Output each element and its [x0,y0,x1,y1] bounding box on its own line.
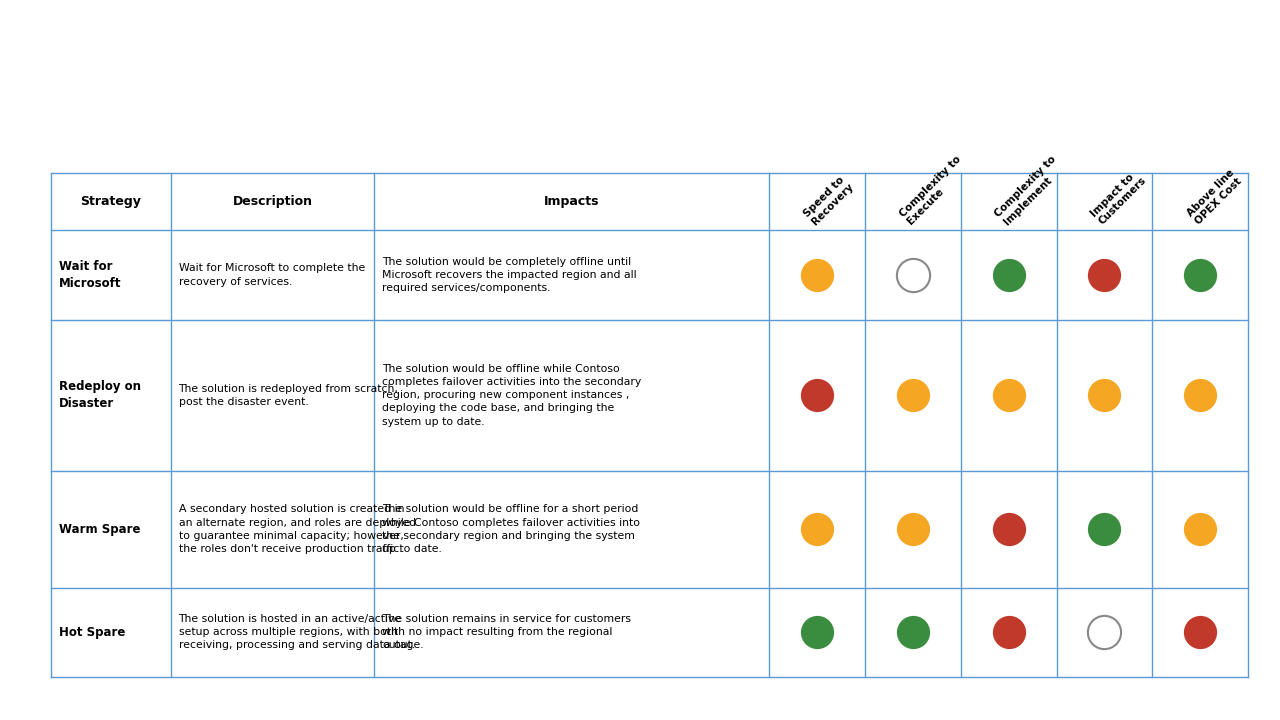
Text: Speed to
Recovery: Speed to Recovery [801,173,855,227]
Text: Above line
OPEX Cost: Above line OPEX Cost [1185,168,1244,227]
Text: The solution is hosted in an active/active
setup across multiple regions, with b: The solution is hosted in an active/acti… [179,614,415,650]
Text: The solution would be offline for a short period
while Contoso completes failove: The solution would be offline for a shor… [381,504,640,554]
Text: A secondary hosted solution is created in
an alternate region, and roles are dep: A secondary hosted solution is created i… [179,504,416,554]
Text: Hot Spare: Hot Spare [59,626,125,639]
Text: The solution would be offline while Contoso
completes failover activities into t: The solution would be offline while Cont… [381,364,641,427]
Text: Wait for Microsoft to complete the
recovery of services.: Wait for Microsoft to complete the recov… [179,264,365,287]
Text: The solution is redeployed from scratch,
post the disaster event.: The solution is redeployed from scratch,… [179,384,398,407]
Text: Impacts: Impacts [544,195,599,208]
Text: The solution would be completely offline until
Microsoft recovers the impacted r: The solution would be completely offline… [381,257,636,293]
Text: Redeploy on
Disaster: Redeploy on Disaster [59,380,141,410]
Text: Impact to
Customers: Impact to Customers [1089,167,1148,227]
Text: Complexity to
Implement: Complexity to Implement [993,153,1066,227]
Text: Strategy: Strategy [81,195,142,208]
Text: Complexity to
Execute: Complexity to Execute [897,153,970,227]
Text: Description: Description [233,195,312,208]
Text: Wait for
Microsoft: Wait for Microsoft [59,260,122,290]
Text: The solution remains in service for customers
with no impact resulting from the : The solution remains in service for cust… [381,614,631,650]
Text: Warm Spare: Warm Spare [59,523,141,536]
